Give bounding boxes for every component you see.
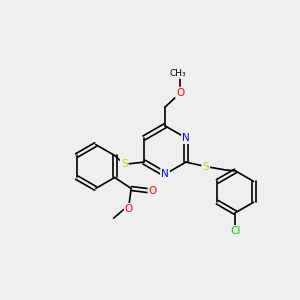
Text: CH₃: CH₃: [169, 69, 186, 78]
Text: O: O: [149, 186, 157, 196]
Text: N: N: [182, 133, 190, 143]
Text: O: O: [176, 88, 184, 98]
Text: S: S: [121, 159, 128, 169]
Text: Cl: Cl: [230, 226, 241, 236]
Text: O: O: [125, 204, 133, 214]
Text: S: S: [202, 161, 209, 172]
Text: N: N: [161, 169, 169, 179]
